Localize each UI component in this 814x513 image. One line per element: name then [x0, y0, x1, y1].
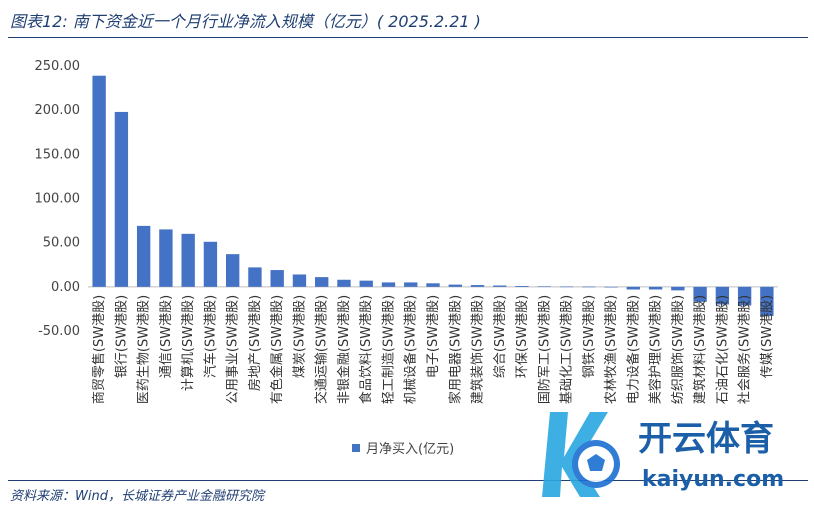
x-category-label: 汽车(SW港股)	[202, 295, 218, 378]
bar	[537, 286, 551, 287]
bar	[226, 254, 240, 287]
x-category-label: 非银金融(SW港股)	[336, 295, 352, 404]
y-tick-label: 150.00	[35, 147, 81, 162]
bar	[760, 286, 774, 316]
bar	[248, 267, 262, 287]
soccer-logo-icon	[542, 412, 620, 497]
x-category-label: 美容护理(SW港股)	[648, 295, 664, 404]
y-axis: 250.00 200.00 150.00 100.00 50.00 0.00 -50.00	[35, 59, 778, 339]
bar	[559, 286, 574, 288]
x-category-label: 食品饮料(SW港股)	[358, 295, 374, 404]
bar	[648, 286, 663, 290]
x-category-label: 石油石化(SW港股)	[715, 295, 730, 404]
bar	[493, 285, 507, 287]
y-tick-label: -50.00	[38, 324, 80, 339]
x-category-label: 房地产(SW港股)	[247, 295, 263, 391]
y-tick-label: 50.00	[43, 236, 80, 251]
x-category-label: 交通运输(SW港股)	[314, 295, 330, 404]
x-category-label: 国防军工(SW港股)	[536, 295, 552, 404]
legend: 月净买入(亿元)	[352, 442, 454, 457]
bar	[315, 277, 329, 287]
x-category-label: 电力设备(SW港股)	[625, 295, 641, 404]
y-tick-label: 0.00	[51, 280, 80, 295]
y-tick-label: 200.00	[35, 103, 81, 118]
x-category-label: 医药生物(SW港股)	[137, 295, 152, 404]
bar	[359, 280, 373, 287]
x-category-label: 商贸零售(SW港股)	[91, 295, 107, 404]
bar	[203, 241, 218, 287]
bars	[92, 75, 774, 316]
x-category-label: 银行(SW港股)	[114, 295, 129, 378]
y-tick-label: 100.00	[35, 192, 81, 207]
bar	[737, 286, 752, 306]
bar	[181, 233, 195, 287]
x-category-label: 有色金属(SW港股)	[269, 295, 285, 404]
bar-chart: 250.00200.00150.00100.0050.000.00-50.00 …	[35, 59, 778, 457]
x-category-label: 社会服务(SW港股)	[737, 295, 753, 404]
bar	[337, 279, 351, 287]
bar	[515, 285, 529, 287]
x-axis-labels: 商贸零售(SW港股) 银行(SW港股) 医药生物(SW港股) 通信(SW港股) 计算机(…	[91, 295, 775, 404]
x-category-label: 家用电器(SW港股)	[447, 295, 463, 404]
x-category-label: 建筑材料(SW港股)	[692, 295, 708, 404]
x-category-label: 综合(SW港股)	[493, 295, 508, 378]
x-category-label: 农林牧渔(SW港股)	[604, 295, 619, 404]
x-category-label: 计算机(SW港股)	[181, 295, 196, 391]
brand-name: 开云体育	[638, 419, 774, 459]
source-divider	[8, 480, 808, 481]
x-category-label: 煤炭(SW港股)	[292, 295, 307, 378]
x-category-label: 传媒(SW港股)	[760, 295, 775, 378]
bar	[159, 229, 173, 287]
bar	[626, 286, 640, 290]
bar	[693, 286, 707, 302]
y-tick-label: 250.00	[35, 59, 81, 74]
bar	[582, 286, 596, 288]
x-category-label: 环保(SW港股)	[515, 295, 530, 378]
bar	[426, 283, 440, 287]
legend-swatch	[352, 444, 360, 452]
bar	[381, 282, 396, 287]
brand-watermark: 开云体育 kaiyun.com	[542, 412, 784, 497]
title-divider	[8, 37, 808, 38]
chart-title: 图表12: 南下资金近一个月行业净流入规模（亿元）( 2025.2.21 )	[10, 12, 481, 31]
bar	[671, 286, 685, 291]
legend-label: 月净买入(亿元)	[366, 442, 454, 457]
x-category-label: 轻工制造(SW港股)	[381, 295, 396, 404]
bar	[92, 75, 106, 287]
x-category-label: 钢铁(SW港股)	[582, 295, 597, 378]
x-category-label: 基础化工(SW港股)	[560, 295, 575, 404]
bar	[136, 225, 151, 287]
x-category-label: 通信(SW港股)	[159, 295, 174, 378]
source-note: 资料来源：Wind，长城证券产业金融研究院	[10, 489, 264, 504]
bar	[270, 270, 284, 287]
x-category-label: 电子(SW港股)	[426, 295, 441, 378]
bar	[404, 282, 418, 287]
bar	[292, 274, 307, 287]
x-category-label: 机械设备(SW港股)	[403, 295, 419, 404]
bar	[604, 286, 618, 288]
bar	[448, 284, 462, 287]
x-category-label: 公用事业(SW港股)	[226, 295, 241, 404]
x-category-label: 纺织服饰(SW港股)	[671, 295, 686, 404]
bar	[114, 111, 129, 287]
bar	[715, 286, 730, 305]
x-category-label: 建筑装饰(SW港股)	[470, 295, 486, 404]
bar	[470, 285, 485, 287]
brand-url: kaiyun.com	[642, 467, 784, 492]
